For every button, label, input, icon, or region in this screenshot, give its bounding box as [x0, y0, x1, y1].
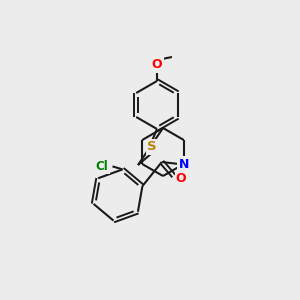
Text: O: O — [152, 58, 162, 71]
Text: N: N — [178, 158, 189, 170]
Text: Cl: Cl — [96, 160, 109, 173]
Text: O: O — [176, 172, 186, 184]
Text: S: S — [147, 140, 157, 154]
